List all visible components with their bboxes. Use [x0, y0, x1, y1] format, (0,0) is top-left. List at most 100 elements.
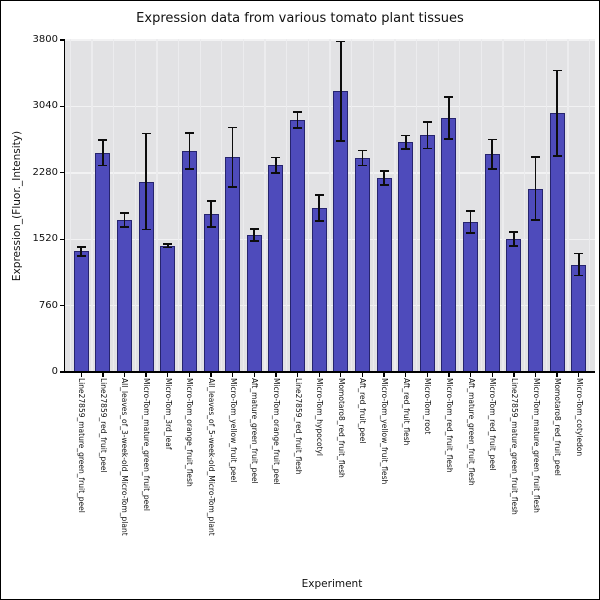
error-bar-cap-top	[487, 138, 497, 141]
bar	[376, 178, 392, 372]
x-tick	[318, 373, 320, 377]
bar	[225, 157, 241, 372]
x-gridline	[134, 39, 136, 372]
x-tick	[275, 373, 277, 377]
error-bar-cap-top	[141, 132, 151, 135]
error-bar-cap-bottom	[444, 137, 454, 140]
error-bar-cap-top	[422, 121, 432, 123]
x-tick-label: Micro-Tom_yellow_fruit_peel	[228, 378, 238, 483]
error-bar	[296, 111, 299, 129]
x-tick	[448, 373, 450, 377]
error-bar-cap-bottom	[98, 164, 108, 167]
x-gridline	[307, 39, 309, 372]
bar	[441, 117, 457, 372]
y-tick	[60, 371, 64, 373]
error-bar	[166, 244, 169, 248]
x-tick-label: Aft_mature_green_fruit_flesh	[466, 378, 476, 486]
error-bar-cap-bottom	[357, 164, 367, 167]
x-axis-spine	[64, 371, 595, 373]
error-bar	[210, 200, 212, 227]
x-tick-label: Micro-Tom_cotyledon	[574, 378, 584, 457]
x-tick	[361, 373, 364, 377]
x-gridline	[394, 39, 396, 372]
y-tick	[60, 172, 64, 174]
error-bar	[426, 122, 429, 149]
y-tick-label: 760	[38, 299, 58, 311]
error-bar-cap-bottom	[206, 226, 216, 228]
x-tick	[232, 373, 234, 377]
x-gridline	[286, 39, 288, 372]
x-gridline	[221, 39, 223, 372]
x-tick-label: Line27859_mature_green_fruit_flesh	[509, 378, 519, 515]
error-bar-cap-bottom	[76, 254, 86, 257]
x-tick	[340, 373, 342, 377]
x-tick	[383, 373, 385, 377]
x-tick-label: Micro-Tom_orange_fruit_peel	[271, 378, 281, 485]
x-tick-label: Micro-Tom_yellow_fruit_flesh	[380, 378, 390, 485]
x-tick	[253, 373, 255, 377]
x-gridline	[113, 39, 115, 372]
x-gridline	[459, 39, 461, 372]
error-bar-cap-bottom	[163, 246, 173, 249]
x-gridline	[91, 39, 93, 372]
error-bar-cap-top	[444, 95, 454, 98]
x-tick-label: Micro-Tom_root	[423, 378, 433, 435]
bar	[116, 220, 132, 372]
error-bar	[383, 170, 385, 186]
x-gridline	[350, 39, 353, 372]
bar	[160, 245, 176, 372]
error-bar-cap-bottom	[379, 184, 389, 187]
error-bar-cap-top	[249, 227, 259, 230]
x-tick	[426, 373, 428, 377]
bar	[290, 119, 306, 372]
error-bar	[491, 139, 494, 170]
bar	[463, 222, 479, 372]
x-tick-label: All_leaves_of_3-week-old_Micro-Tom_plant	[120, 378, 130, 536]
error-bar-cap-bottom	[228, 185, 238, 188]
bar	[95, 152, 111, 372]
error-bar-cap-bottom	[574, 274, 584, 277]
x-gridline	[415, 39, 418, 372]
error-bar-cap-bottom	[552, 155, 562, 158]
error-bar-cap-top	[357, 149, 367, 152]
error-bar-cap-bottom	[487, 168, 497, 171]
error-bar-cap-top	[552, 69, 562, 72]
error-bar	[231, 127, 234, 187]
x-tick-label: Micro-Tom_hypocotyl	[315, 378, 325, 457]
x-tick	[188, 373, 191, 377]
x-tick	[534, 373, 537, 377]
error-bar	[556, 70, 558, 157]
x-gridline	[69, 39, 72, 372]
error-bar	[340, 41, 342, 141]
x-gridline	[156, 39, 158, 372]
x-gridline	[199, 39, 201, 372]
error-bar-cap-top	[293, 110, 303, 113]
x-tick	[405, 373, 407, 377]
x-gridline	[567, 39, 569, 372]
error-bar	[275, 157, 277, 174]
x-gridline	[524, 39, 526, 372]
error-bar	[448, 96, 450, 139]
error-bar-cap-top	[98, 139, 108, 141]
x-gridline	[242, 39, 245, 372]
bar	[311, 207, 327, 372]
x-axis-label: Experiment	[301, 578, 363, 590]
error-bar-cap-bottom	[336, 140, 346, 142]
error-bar-cap-bottom	[401, 148, 411, 150]
error-bar-cap-top	[466, 210, 476, 213]
error-bar-cap-top	[184, 132, 194, 134]
x-tick-label: Line27859_red_fruit_flesh	[293, 378, 303, 475]
error-bar	[513, 231, 515, 246]
y-tick	[60, 105, 64, 108]
error-bar-cap-top	[509, 230, 519, 233]
error-bar-cap-bottom	[531, 219, 540, 221]
error-bar	[253, 228, 256, 241]
error-bar-cap-top	[574, 252, 584, 255]
x-tick	[210, 373, 212, 377]
bar	[484, 154, 500, 372]
x-tick	[513, 373, 515, 377]
y-axis-label: Expression_(Fluor._Intensity)	[11, 130, 23, 282]
error-bar-cap-top	[314, 193, 324, 196]
error-bar-cap-top	[271, 156, 281, 159]
